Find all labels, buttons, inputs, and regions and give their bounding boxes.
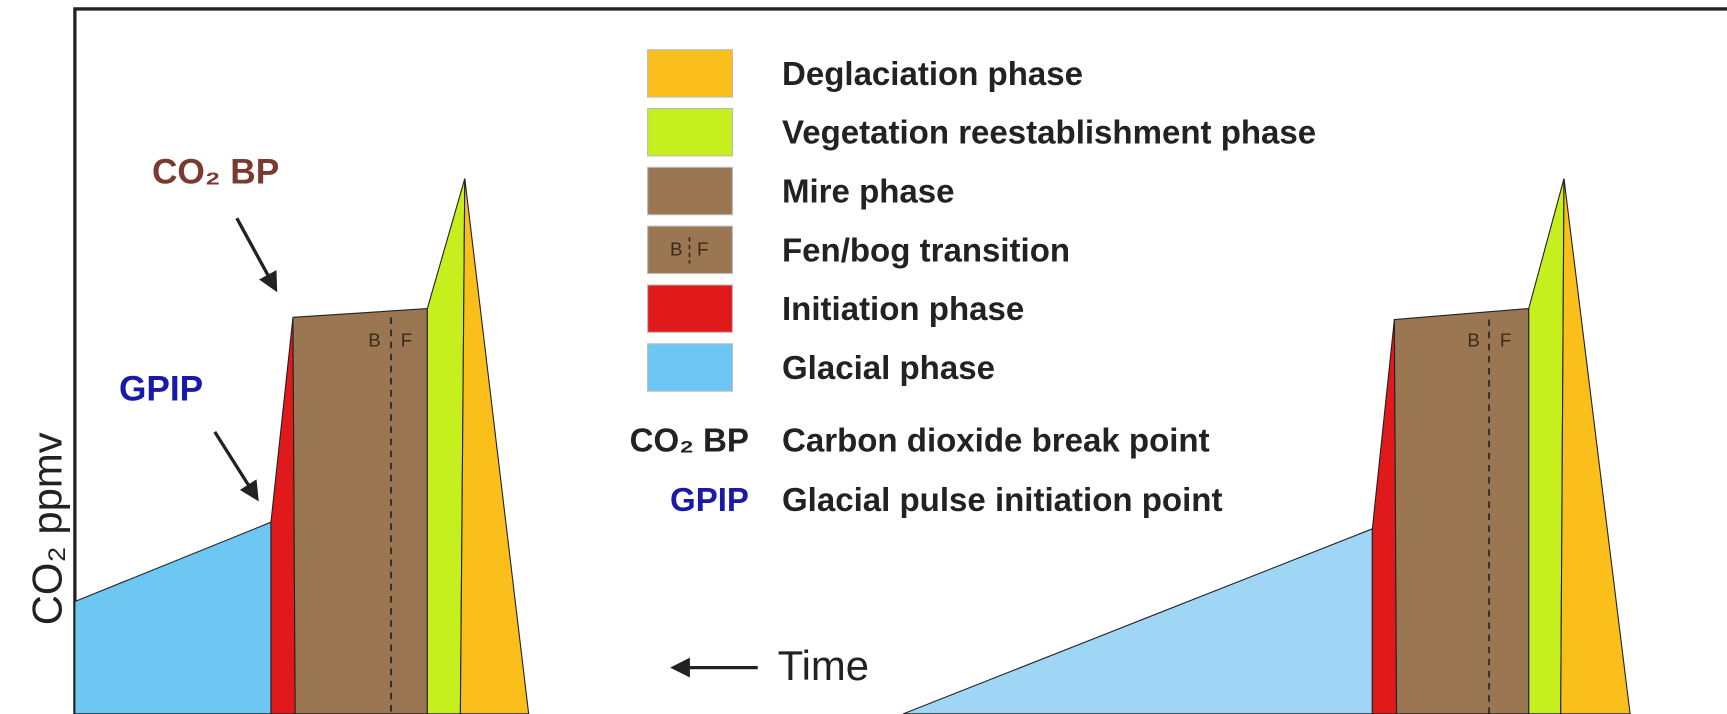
initiation-area <box>1371 319 1398 714</box>
vegetation-area <box>1528 178 1565 714</box>
fen-label: F <box>1500 330 1511 351</box>
gpip-annotation: GPIP <box>119 369 203 408</box>
swatch-bog-label: B <box>670 238 683 259</box>
legend-label: Glacial phase <box>782 350 995 387</box>
legend-swatch <box>647 343 733 392</box>
right-profile: B F <box>902 178 1631 714</box>
legend-label: Mire phase <box>782 174 955 211</box>
co2-bp-annotation: CO₂ BP <box>152 152 279 191</box>
abbreviation-meaning: Glacial pulse initiation point <box>782 482 1222 519</box>
fen-label: F <box>401 330 412 351</box>
legend: Deglaciation phase Vegetation reestablish… <box>630 49 1316 519</box>
abbreviation: CO₂ BP <box>630 423 749 460</box>
initiation-area <box>270 317 296 714</box>
glacial-area <box>74 521 272 714</box>
legend-label: Fen/bog transition <box>782 232 1070 269</box>
swatch-fen-label: F <box>697 238 708 259</box>
co2-bp-arrow <box>235 217 278 293</box>
bog-label: B <box>1467 330 1480 351</box>
legend-label: Vegetation reestablishment phase <box>782 115 1316 152</box>
time-label: Time <box>778 642 869 689</box>
bog-label: B <box>368 330 381 351</box>
legend-swatch <box>647 284 733 333</box>
mire-area <box>292 307 428 714</box>
gpip-arrow <box>213 431 259 502</box>
deglaciation-area <box>459 178 530 714</box>
glacial-area <box>902 528 1373 714</box>
frame <box>73 7 1727 714</box>
y-axis-label: CO₂ ppmv <box>24 432 71 625</box>
legend-swatch <box>647 107 733 157</box>
vegetation-area <box>426 178 466 714</box>
legend-swatch <box>647 166 733 216</box>
legend-label: Deglaciation phase <box>782 56 1083 93</box>
legend-label: Initiation phase <box>782 291 1024 328</box>
abbreviation: GPIP <box>670 482 749 519</box>
left-profile: B F <box>74 178 530 714</box>
legend-swatch <box>647 225 733 275</box>
legend-swatch <box>647 49 733 98</box>
abbreviation-meaning: Carbon dioxide break point <box>782 423 1210 460</box>
mire-area <box>1393 307 1530 714</box>
deglaciation-area <box>1560 178 1631 714</box>
